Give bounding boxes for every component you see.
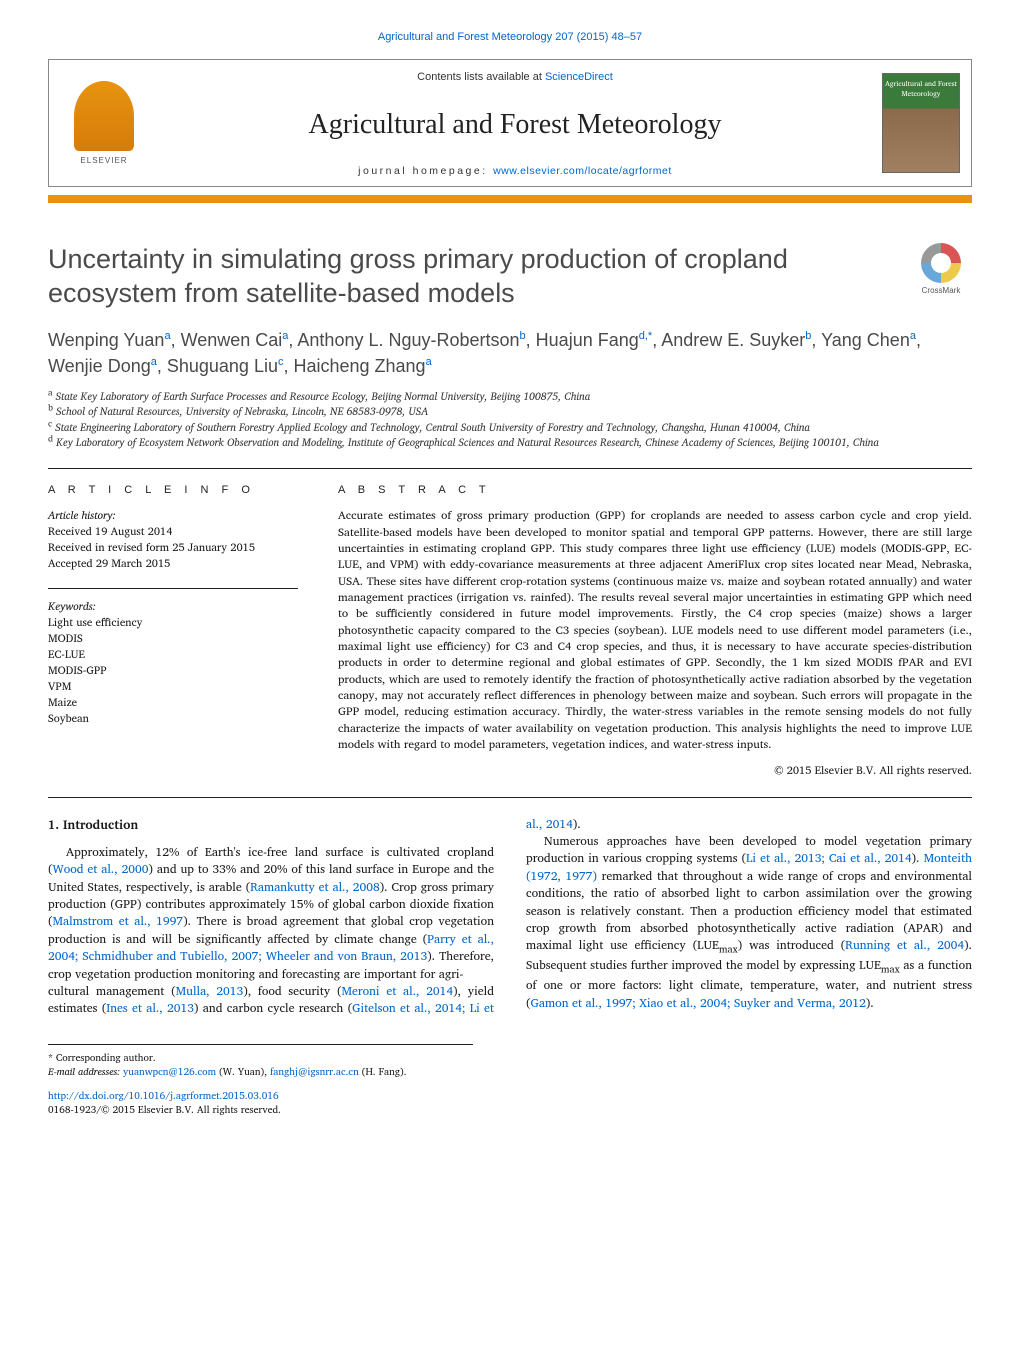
- section-1-head: 1. Introduction: [48, 816, 494, 834]
- email-link-2[interactable]: fanghj@igsnrr.ac.cn: [270, 1064, 359, 1080]
- elsevier-label: ELSEVIER: [80, 155, 127, 166]
- crossmark-icon: [921, 243, 961, 283]
- article-title: Uncertainty in simulating gross primary …: [48, 243, 890, 311]
- elsevier-tree-icon: [74, 81, 134, 151]
- publisher-logo-cell: ELSEVIER: [49, 60, 159, 186]
- journal-header-box: ELSEVIER Contents lists available at Sci…: [48, 59, 972, 187]
- crossmark-label: CrossMark: [922, 286, 961, 295]
- affiliations: a State Key Laboratory of Earth Surface …: [48, 389, 972, 450]
- email-label: E-mail addresses:: [48, 1064, 120, 1080]
- corresponding-author-note: * Corresponding author. E-mail addresses…: [48, 1044, 473, 1079]
- journal-homepage-link[interactable]: www.elsevier.com/locate/agrformet: [493, 165, 672, 177]
- author-list: Wenping Yuana, Wenwen Caia, Anthony L. N…: [48, 327, 972, 379]
- journal-title: Agricultural and Forest Meteorology: [159, 105, 871, 144]
- intro-para-2: Numerous approaches have been developed …: [526, 833, 972, 1012]
- email-who-1: (W. Yuan),: [216, 1064, 270, 1080]
- abstract-text: Accurate estimates of gross primary prod…: [338, 508, 972, 753]
- divider-info: [48, 588, 298, 589]
- homepage-prefix: journal homepage:: [358, 165, 493, 177]
- divider-bottom: [48, 797, 972, 798]
- orange-divider-bar: [48, 195, 972, 203]
- issn-copyright: 0168-1923/© 2015 Elsevier B.V. All right…: [48, 1102, 281, 1118]
- keyword: MODIS: [48, 631, 298, 647]
- keyword: MODIS-GPP: [48, 663, 298, 679]
- header-center: Contents lists available at ScienceDirec…: [159, 60, 871, 186]
- email-who-2: (H. Fang).: [359, 1064, 407, 1080]
- abstract-head: A B S T R A C T: [338, 483, 972, 498]
- history-line: Accepted 29 March 2015: [48, 556, 298, 572]
- divider-top: [48, 468, 972, 469]
- intro-para-1: Approximately, 12% of Earth's ice-free l…: [48, 844, 494, 983]
- running-head: Agricultural and Forest Meteorology 207 …: [48, 30, 972, 45]
- journal-homepage-line: journal homepage: www.elsevier.com/locat…: [159, 164, 871, 179]
- journal-cover-cell: Agricultural and Forest Meteorology: [871, 60, 971, 186]
- sciencedirect-link[interactable]: ScienceDirect: [545, 71, 613, 83]
- crossmark-badge[interactable]: CrossMark: [910, 243, 972, 296]
- doi-block: http://dx.doi.org/10.1016/j.agrformet.20…: [48, 1089, 972, 1117]
- elsevier-logo: ELSEVIER: [64, 73, 144, 173]
- keyword: Soybean: [48, 711, 298, 727]
- article-history: Article history: Received 19 August 2014…: [48, 508, 298, 572]
- copyright-line: © 2015 Elsevier B.V. All rights reserved…: [338, 763, 972, 778]
- contents-lists-line: Contents lists available at ScienceDirec…: [159, 70, 871, 85]
- corresponding-label: * Corresponding author.: [48, 1051, 473, 1065]
- keyword: Light use efficiency: [48, 615, 298, 631]
- keyword: VPM: [48, 679, 298, 695]
- keywords-block: Keywords: Light use efficiencyMODISEC-LU…: [48, 599, 298, 727]
- body-columns: 1. Introduction Approximately, 12% of Ea…: [48, 816, 972, 1018]
- email-link-1[interactable]: yuanwpcn@126.com: [123, 1064, 216, 1080]
- article-info-head: A R T I C L E I N F O: [48, 483, 298, 498]
- journal-cover-thumb: Agricultural and Forest Meteorology: [882, 73, 960, 173]
- contents-prefix: Contents lists available at: [417, 71, 545, 83]
